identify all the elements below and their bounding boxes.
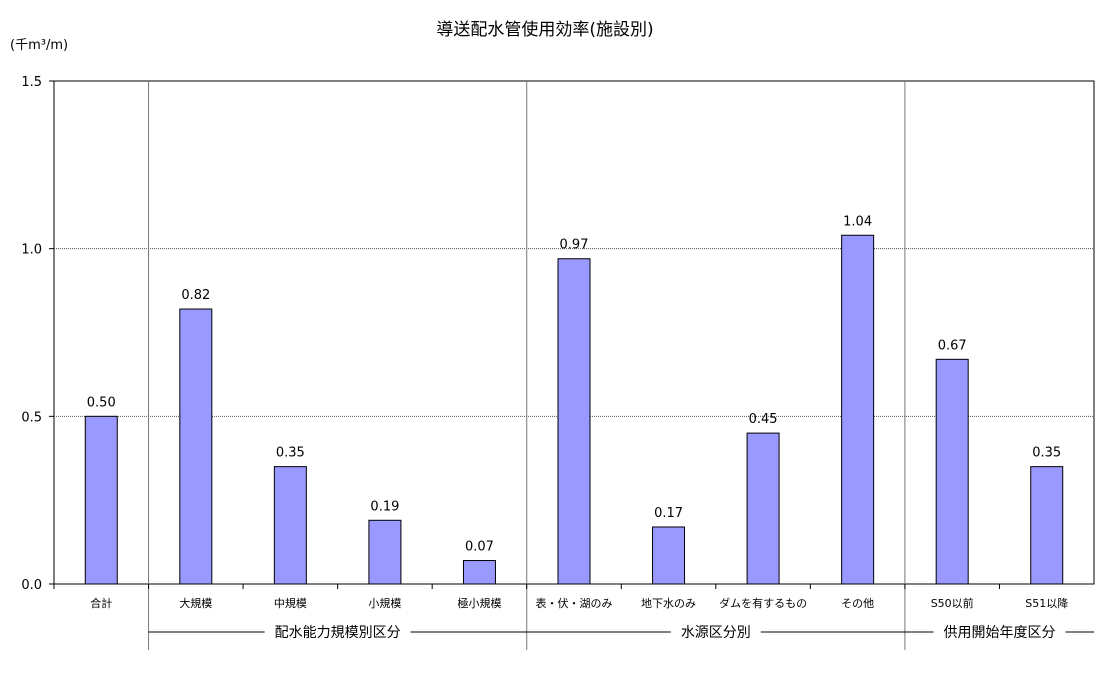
bar [746,432,780,585]
bar [462,560,496,585]
value-label: 0.67 [938,338,967,353]
value-label: 0.50 [87,395,116,410]
value-label: 0.19 [370,499,399,514]
bar [841,234,875,585]
category-label: S51以降 [1025,596,1068,610]
category-label: 極小規模 [457,596,501,610]
group-label: 供用開始年度区分 [943,625,1055,641]
bar [557,258,591,585]
category-label: 小規模 [368,596,401,610]
value-label: 1.04 [843,214,872,229]
unit-label: (千m³/m) [10,38,68,53]
category-label: その他 [841,597,874,610]
bar [1030,466,1064,585]
bar [273,466,307,585]
y-tick-label: 0.5 [21,410,42,425]
category-label: 中規模 [274,596,307,610]
category-label: ダムを有するもの [719,596,807,610]
category-label: 地下水のみ [641,597,696,610]
value-label: 0.35 [1032,446,1061,461]
value-label: 0.97 [560,238,589,253]
value-label: 0.17 [654,506,683,521]
group-label: 水源区分別 [681,625,751,641]
value-label: 0.07 [465,540,494,555]
chart-title: 導送配水管使用効率(施設別) [436,19,653,40]
y-tick-label: 1.5 [21,75,42,90]
bar [179,308,213,585]
category-label: 表・伏・湖のみ [536,596,613,610]
category-label: 大規模 [179,596,212,610]
bar [935,358,969,585]
plot-area: 0.0 0.5 1.0 1.5 0.50 合計 0.82 大規模 0.35 中規模 0.19 小規模 0… [21,75,1095,650]
value-label: 0.35 [276,446,305,461]
y-tick-label: 1.0 [21,243,42,258]
category-label: 合計 [90,596,112,610]
bar [652,526,686,585]
bar [84,415,118,585]
y-tick-label: 0.0 [21,578,42,593]
value-label: 0.82 [181,288,210,303]
category-label: S50以前 [931,596,974,610]
value-label: 0.45 [749,412,778,427]
bar [368,519,402,585]
group-label: 配水能力規模別区分 [275,625,401,641]
